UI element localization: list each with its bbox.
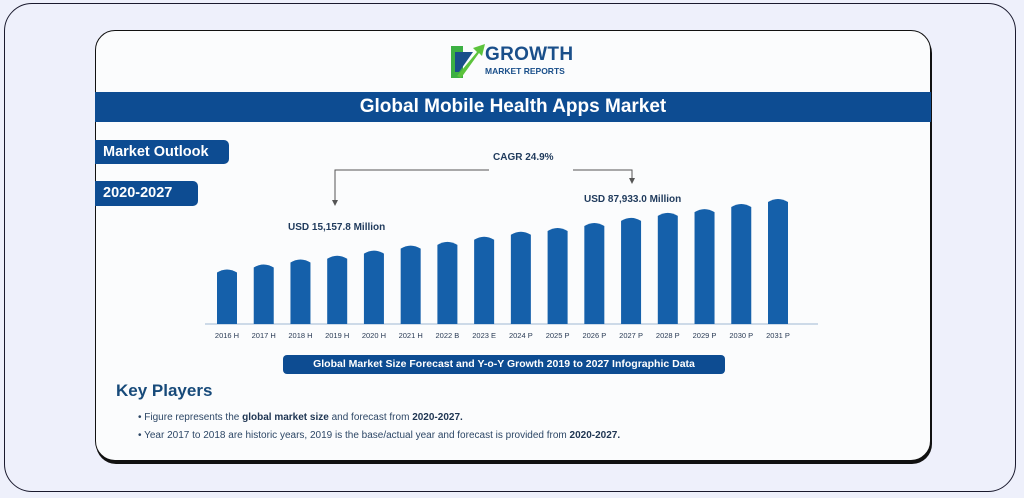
bold-text: 2020-2027. <box>569 430 621 441</box>
bar-2020-h <box>363 250 384 324</box>
bar-2031-p <box>768 199 788 324</box>
bold-text: 2020-2027. <box>412 412 463 423</box>
bar-2027-p <box>621 217 642 324</box>
bullet-dot-icon: • <box>138 412 145 423</box>
x-tick-label: 2027 P <box>619 331 643 340</box>
x-tick-label: 2029 P <box>692 331 717 340</box>
x-tick-label: 2018 H <box>288 331 313 340</box>
bar-2030-p <box>731 204 752 324</box>
bar-2025-p <box>547 227 568 324</box>
bar-2028-p <box>657 212 678 324</box>
cagr-bracket <box>334 169 633 203</box>
bar-2022-b <box>437 241 458 324</box>
end-value-label: USD 87,933.0 Million <box>584 194 682 205</box>
x-tick-label: 2020 H <box>361 331 387 340</box>
x-tick-label: 2016 H <box>214 331 240 340</box>
x-tick-label: 2028 P <box>655 331 680 340</box>
bar-2026-p <box>584 222 605 324</box>
text: Figure represents the <box>144 412 243 423</box>
bar-2023-e <box>474 236 495 324</box>
page-title: Global Mobile Health Apps Market <box>95 92 931 122</box>
x-tick-label: 2026 P <box>582 331 607 340</box>
key-players-heading: Key Players <box>116 381 213 400</box>
text: Year 2017 to 2018 are historic years, 20… <box>144 430 570 441</box>
bar-2016-h <box>217 269 237 324</box>
logo-line1: GROWTH <box>485 44 574 65</box>
x-tick-label: 2023 E <box>472 331 497 340</box>
arrow-down-icon <box>332 200 338 206</box>
text: and forecast from <box>328 412 413 423</box>
bullet-1: • Figure represents the global market si… <box>138 412 463 423</box>
period-tag: 2020-2027 <box>95 181 198 206</box>
bar-2021-h <box>400 245 421 324</box>
growth-market-reports-logo: GROWTH MARKET REPORTS <box>449 42 579 80</box>
bar-2017-h <box>253 264 274 324</box>
cagr-label: CAGR 24.9% <box>493 152 554 163</box>
x-tick-label: 2019 H <box>325 331 350 340</box>
chart-caption: Global Market Size Forecast and Y-o-Y Gr… <box>283 355 725 374</box>
logo-arrow-icon <box>451 44 485 78</box>
logo-line2: MARKET REPORTS <box>485 66 565 76</box>
bullet-dot-icon: • <box>138 430 145 441</box>
arrow-down-icon <box>629 178 635 184</box>
bar-2029-p <box>694 209 715 324</box>
x-tick-label: 2021 H <box>398 331 423 340</box>
market-outlook-tag: Market Outlook <box>95 140 229 164</box>
bar-2024-p <box>510 231 531 324</box>
x-tick-label: 2030 P <box>729 331 754 340</box>
x-tick-label: 2025 P <box>545 331 570 340</box>
x-tick-label: 2017 H <box>251 331 276 340</box>
bold-text: global market size <box>242 412 329 423</box>
start-value-label: USD 15,157.8 Million <box>288 222 386 233</box>
x-tick-label: 2024 P <box>508 331 533 340</box>
x-tick-label: 2031 P <box>766 331 790 340</box>
bar-2019-h <box>327 255 348 324</box>
bar-2018-h <box>290 259 311 324</box>
bullet-2: • Year 2017 to 2018 are historic years, … <box>138 430 620 441</box>
x-tick-label: 2022 B <box>435 331 460 340</box>
